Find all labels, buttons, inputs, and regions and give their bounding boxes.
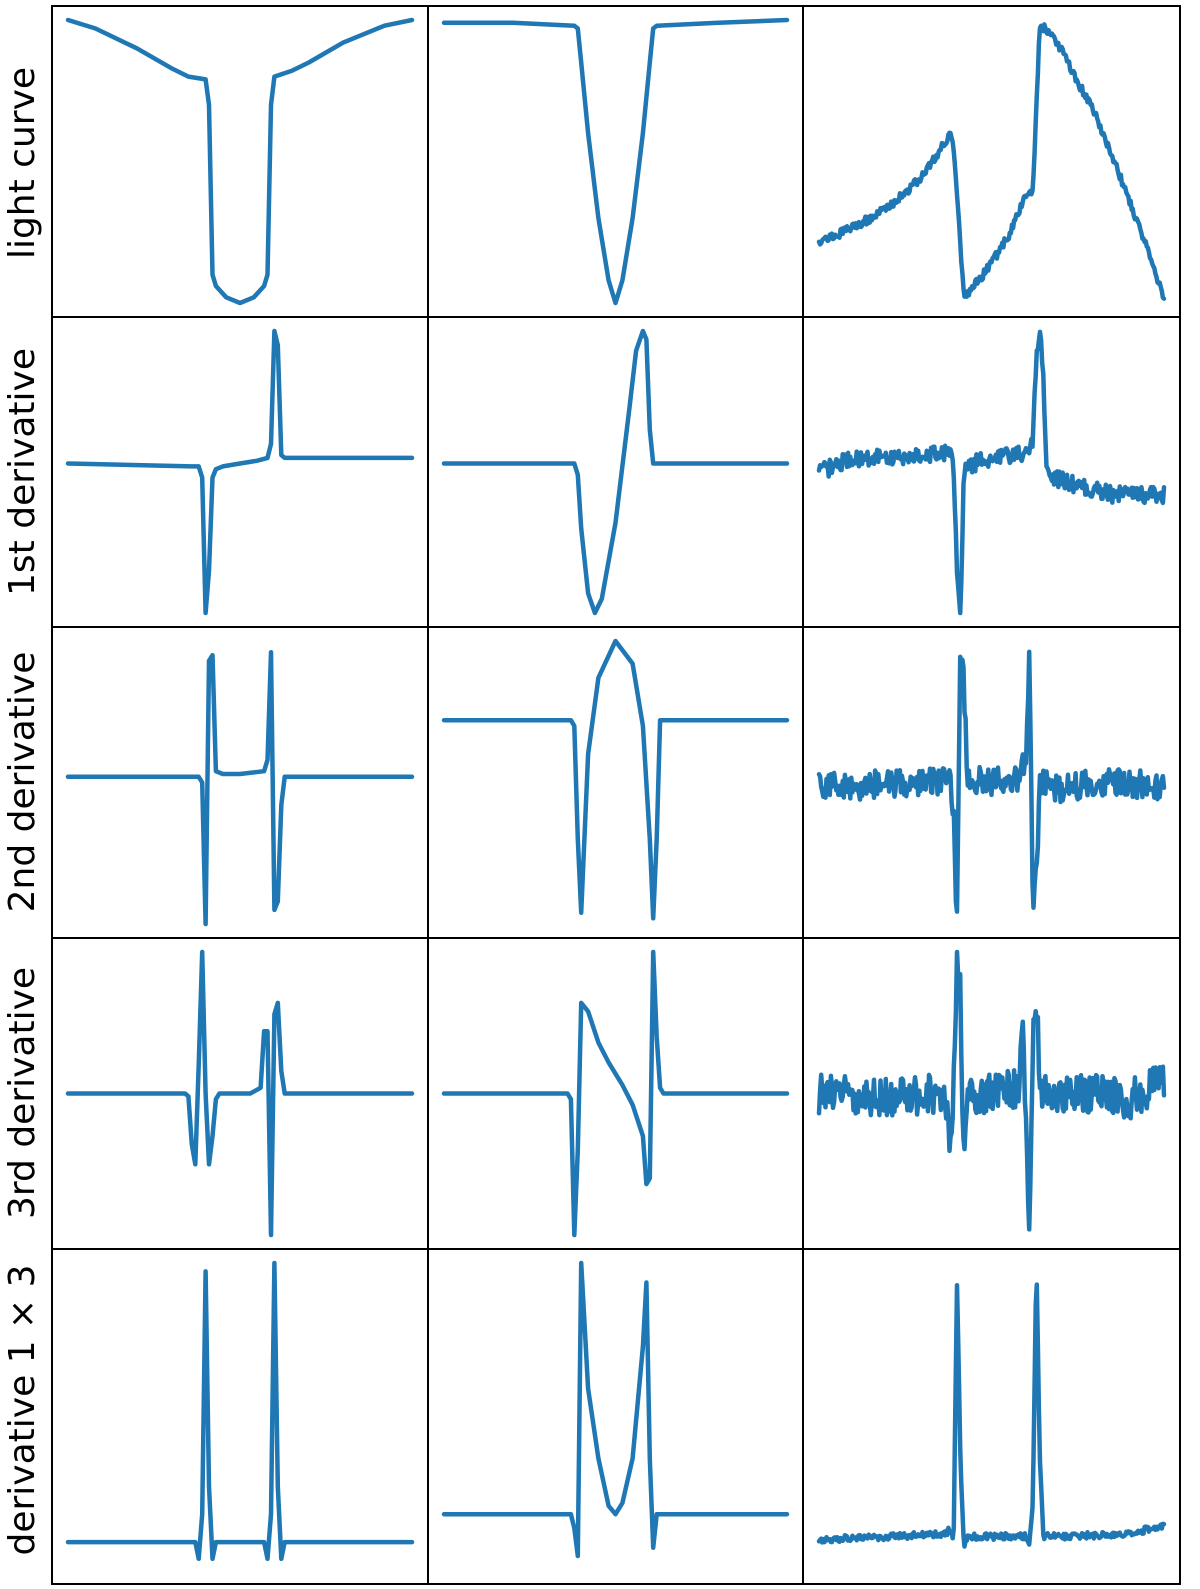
panel-r2-c1	[51, 316, 429, 628]
panel-r2-c2	[427, 316, 804, 628]
panel-r5-c2	[427, 1248, 804, 1585]
panel-r5-c1	[51, 1248, 429, 1585]
series-line-r3-c3	[816, 649, 1167, 914]
series-line-r2-c3	[816, 329, 1167, 616]
panel-r3-c1	[51, 626, 429, 939]
series-line-r1-c2	[441, 17, 790, 306]
series-line-r4-c1	[65, 949, 415, 1238]
panel-r1-c2	[427, 5, 804, 318]
row-label-derivative-1x3: derivative 1 × 3	[2, 1264, 43, 1555]
series-line-r1-c1	[65, 17, 415, 306]
series-line-r3-c1	[65, 650, 415, 927]
row-label-3rd-derivative: 3rd derivative	[2, 967, 43, 1219]
series-line-r2-c1	[65, 328, 415, 616]
series-line-r5-c1	[65, 1260, 415, 1562]
row-label-2nd-derivative: 2nd derivative	[2, 652, 43, 913]
series-line-r1-c3	[816, 22, 1167, 301]
row-label-1st-derivative: 1st derivative	[2, 348, 43, 596]
series-line-r5-c3	[816, 1282, 1167, 1549]
series-line-r5-c2	[441, 1260, 790, 1559]
series-line-r3-c2	[441, 638, 790, 921]
panel-r3-c2	[427, 626, 804, 939]
panel-r5-c3	[802, 1248, 1181, 1585]
series-line-r2-c2	[441, 328, 790, 616]
series-line-r4-c2	[441, 949, 790, 1238]
panel-r1-c3	[802, 5, 1181, 318]
panel-r1-c1	[51, 5, 429, 318]
series-line-r4-c3	[816, 949, 1167, 1232]
panel-r2-c3	[802, 316, 1181, 628]
panel-grid	[51, 5, 1181, 1585]
row-label-light-curve: light curve	[2, 67, 43, 259]
row-labels: light curve 1st derivative 2nd derivativ…	[2, 67, 43, 1556]
